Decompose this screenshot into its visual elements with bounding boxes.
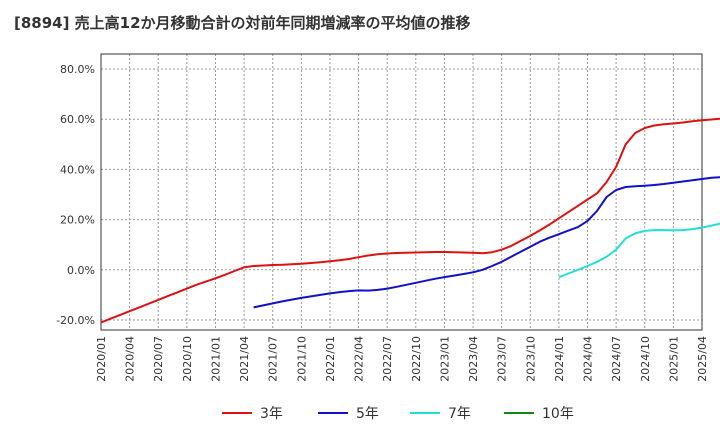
legend-label-4: 10年 [542,406,574,422]
x-tick-label: 2023/07 [496,336,509,382]
x-tick-label: 2021/01 [209,336,222,382]
x-tick-label: 2024/10 [639,336,652,382]
x-tick-label: 2020/07 [152,336,165,382]
x-tick-label: 2023/04 [467,336,480,382]
x-tick-label: 2025/01 [667,336,680,382]
x-tick-label: 2022/07 [381,336,394,382]
y-tick-label: 40.0% [60,163,95,176]
x-tick-label: 2020/01 [95,336,108,382]
y-tick-label: -20.0% [56,314,95,327]
x-tick-label: 2024/04 [582,336,595,382]
x-tick-label: 2021/07 [267,336,280,382]
series-line-2 [253,176,720,309]
x-tick-label: 2020/10 [181,336,194,382]
x-tick-label: 2022/01 [324,336,337,382]
x-tick-label: 2022/10 [410,336,423,382]
y-tick-label: 20.0% [60,214,95,227]
chart-title: [8894] 売上高12か月移動合計の対前年同期増減率の平均値の推移 [14,14,471,32]
y-tick-label: 60.0% [60,113,95,126]
series-line-3 [558,222,720,279]
x-tick-label: 2023/10 [524,336,537,382]
x-tick-label: 2021/04 [238,336,251,382]
y-axis-ticks: 80.0% 60.0% 40.0% 20.0% 0.0% -20.0% [56,63,95,327]
y-tick-label: 80.0% [60,63,95,76]
x-tick-label: 2020/04 [124,336,137,382]
legend-label-3: 7年 [448,406,471,422]
legend-label-1: 3年 [260,406,283,422]
x-axis-ticks: 2020/01 2020/04 2020/07 2020/10 2021/01 2021/… [95,336,709,382]
series-line-1 [100,117,720,324]
x-tick-label: 2024/01 [553,336,566,382]
x-tick-label: 2022/04 [353,336,366,382]
plot-area-frame [100,53,703,331]
x-tick-label: 2021/10 [295,336,308,382]
y-tick-label: 0.0% [67,264,95,277]
legend-label-2: 5年 [356,406,379,422]
legend: 3年 5年 7年 10年 [222,406,574,422]
x-tick-label: 2023/01 [438,336,451,382]
x-tick-label: 2024/07 [610,336,623,382]
series-lines [100,117,720,324]
x-tick-label: 2025/04 [696,336,709,382]
